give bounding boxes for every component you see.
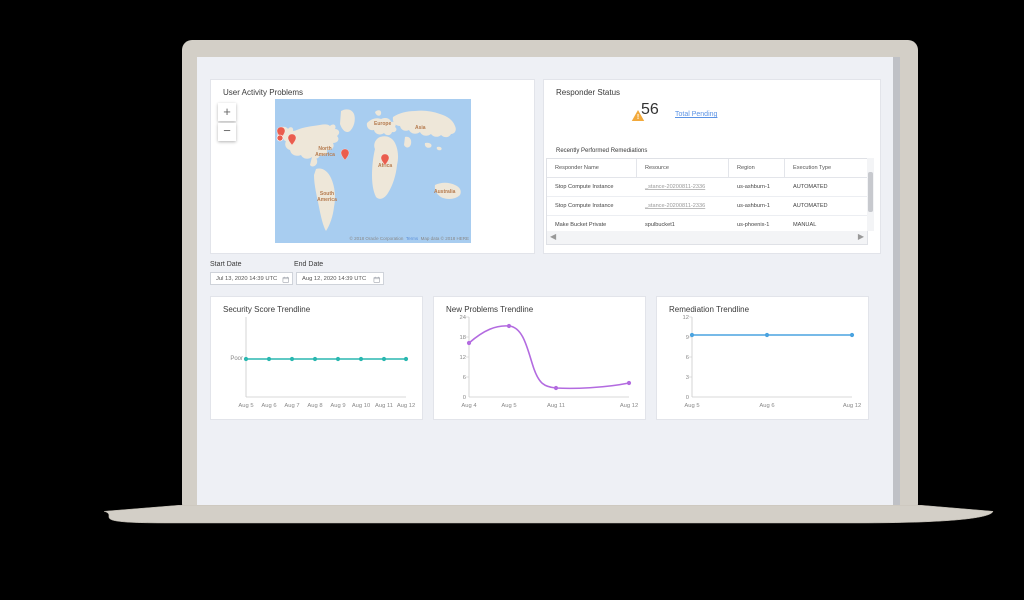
svg-text:Aug 12: Aug 12	[397, 403, 415, 409]
svg-text:6: 6	[463, 375, 466, 381]
svg-text:12: 12	[460, 355, 466, 361]
svg-text:12: 12	[683, 315, 689, 321]
svg-text:Aug 7: Aug 7	[284, 403, 299, 409]
svg-text:Aug 6: Aug 6	[261, 403, 276, 409]
svg-text:Aug 10: Aug 10	[352, 403, 370, 409]
svg-text:Aug 6: Aug 6	[759, 403, 774, 409]
svg-text:Aug 4: Aug 4	[461, 403, 477, 409]
svg-text:0: 0	[463, 395, 466, 401]
svg-text:Aug 5: Aug 5	[501, 403, 516, 409]
svg-text:6: 6	[686, 355, 689, 361]
svg-text:!: !	[637, 114, 639, 121]
svg-text:Aug 5: Aug 5	[684, 403, 699, 409]
svg-text:Aug 8: Aug 8	[307, 403, 322, 409]
svg-text:9: 9	[686, 335, 689, 341]
svg-text:Aug 5: Aug 5	[238, 403, 253, 409]
svg-text:3: 3	[686, 375, 689, 381]
svg-text:Aug 12: Aug 12	[620, 403, 638, 409]
svg-text:Aug 11: Aug 11	[375, 403, 393, 409]
svg-text:Aug 12: Aug 12	[843, 403, 861, 409]
svg-text:Aug 11: Aug 11	[547, 403, 565, 409]
svg-text:Poor: Poor	[230, 356, 243, 362]
svg-text:24: 24	[460, 315, 467, 321]
svg-text:0: 0	[686, 395, 689, 401]
svg-text:Aug 9: Aug 9	[330, 403, 345, 409]
svg-text:18: 18	[460, 335, 466, 341]
